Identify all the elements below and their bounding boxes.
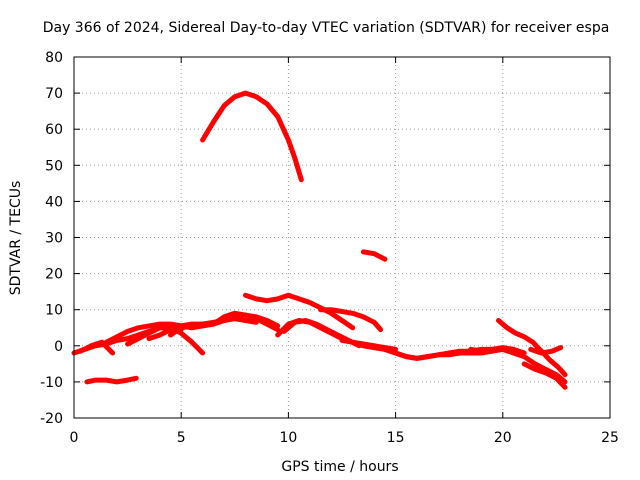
series-arc-4 (84, 375, 139, 385)
series-layer (71, 90, 568, 390)
x-axis-label: GPS time / hours (281, 459, 398, 475)
y-tick-label: 70 (45, 86, 63, 102)
y-tick-label: 20 (45, 267, 63, 283)
series-arc-21 (528, 345, 564, 356)
x-tick-label: 20 (494, 430, 512, 446)
y-tick-label: 60 (45, 122, 63, 138)
y-tick-label: 50 (45, 158, 63, 174)
y-tick-label: 30 (45, 231, 63, 247)
series-arc-10 (243, 292, 356, 331)
y-axis-label: SDTVAR / TECUs (8, 181, 24, 296)
y-tick-label: 40 (45, 194, 63, 210)
series-arc-18 (468, 346, 568, 385)
series-arc-1 (200, 90, 304, 183)
y-tick-label: 10 (45, 303, 63, 319)
x-tick-label: 5 (177, 430, 186, 446)
y-axis: -20 -10 0 10 20 30 40 50 60 70 80 (40, 50, 610, 427)
y-tick-label: 80 (45, 50, 63, 66)
x-tick-label: 25 (601, 430, 619, 446)
y-tick-label: 0 (54, 339, 63, 355)
x-tick-label: 15 (387, 430, 405, 446)
x-tick-label: 0 (70, 430, 79, 446)
series-arc-20 (521, 361, 568, 390)
series-arc-6 (125, 325, 206, 356)
chart-title: Day 366 of 2024, Sidereal Day-to-day VTE… (43, 20, 610, 36)
series-arc-9 (210, 310, 281, 329)
series-arc-11 (318, 307, 384, 333)
x-tick-label: 10 (279, 430, 297, 446)
series-arc-3 (77, 339, 116, 356)
series-arc-19 (496, 318, 568, 378)
x-axis: 0 5 10 15 20 25 (70, 57, 619, 446)
y-tick-label: -20 (40, 411, 63, 427)
y-tick-label: -10 (40, 375, 63, 391)
series-arc-12 (360, 249, 388, 262)
